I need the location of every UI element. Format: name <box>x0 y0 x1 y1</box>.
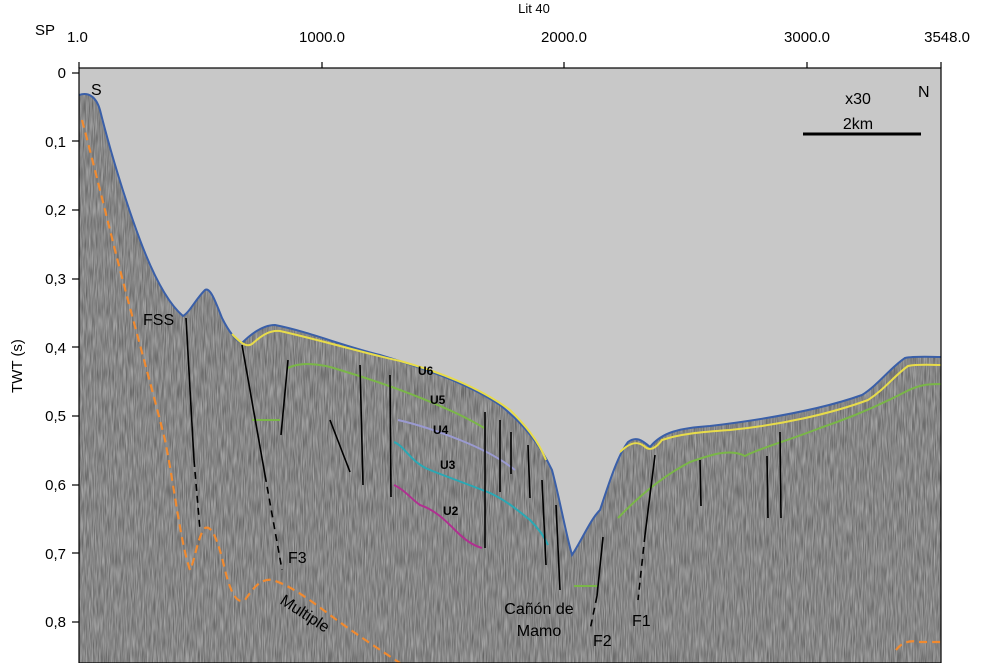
fault-f2 <box>596 536 604 597</box>
profile-title: Lit 40 <box>518 1 550 16</box>
fault-minor <box>541 479 547 566</box>
fault-label-f1: F1 <box>632 613 651 630</box>
unit-labels: U6 U5 U4 U3 U2 <box>418 364 459 518</box>
seafloor-reflector <box>79 93 941 558</box>
fault-f1 <box>644 454 656 536</box>
fault-minor <box>359 364 364 486</box>
seismic-section <box>79 68 941 663</box>
fault-minor <box>699 459 702 507</box>
multiple-reflector <box>80 119 401 663</box>
canyon-label-line2: Mamo <box>517 623 562 640</box>
fault-f3-inferred <box>264 474 283 571</box>
y-tick-label: 0,5 <box>45 408 66 425</box>
fault-label-f2: F2 <box>593 633 612 650</box>
plot-frame <box>78 67 942 663</box>
sp-axis-ticks: 1.0 1000.0 2000.0 3000.0 3548.0 <box>67 29 970 46</box>
fault-f2-inferred <box>589 595 598 631</box>
fault-lines <box>185 317 782 631</box>
sp-axis-label: SP <box>35 22 55 39</box>
unit-label-u5: U5 <box>430 393 446 407</box>
y-tick-label: 0,1 <box>45 134 66 151</box>
fault-minor <box>527 444 531 499</box>
fault-minor <box>329 419 351 473</box>
canyon-label-line1: Cañón de <box>504 601 573 618</box>
scale-bar-label: 2km <box>843 116 873 133</box>
fault-minor <box>389 374 392 498</box>
fault-minor <box>280 359 289 436</box>
y-tick-label: 0,2 <box>45 202 66 219</box>
fault-f3 <box>241 344 266 476</box>
y-tick-marks <box>72 72 79 623</box>
fault-labels: FSS F3 F2 F1 <box>143 312 651 650</box>
u5-reflector <box>287 363 485 429</box>
vertical-exaggeration-label: x30 <box>845 91 871 108</box>
sp-tick-label: 3548.0 <box>924 29 970 46</box>
fault-minor <box>766 455 769 519</box>
u2-reflector <box>393 484 483 549</box>
sp-tick-label: 2000.0 <box>541 29 587 46</box>
fault-minor <box>555 504 561 591</box>
south-label: S <box>91 82 102 99</box>
multiple-reflector-north <box>895 640 941 651</box>
u6-reflector <box>231 329 547 461</box>
fault-label-fss: FSS <box>143 312 174 329</box>
y-tick-label: 0,4 <box>45 340 66 357</box>
y-axis-ticks: 0 0,1 0,2 0,3 0,4 0,5 0,6 0,7 0,8 <box>45 65 66 631</box>
north-label: N <box>918 84 930 101</box>
y-tick-label: 0,6 <box>45 477 66 494</box>
u6-reflector-north <box>619 363 941 453</box>
sp-tick-label: 1000.0 <box>299 29 345 46</box>
u5-reflector-north <box>617 383 941 519</box>
sp-tick-marks <box>78 62 942 68</box>
fault-minor <box>779 431 782 519</box>
fault-fss <box>185 317 195 461</box>
water-column <box>79 68 941 555</box>
fault-f1-inferred <box>637 534 646 601</box>
y-tick-label: 0,7 <box>45 546 66 563</box>
sp-tick-label: 3000.0 <box>784 29 830 46</box>
unit-label-u2: U2 <box>443 504 459 518</box>
sp-tick-label: 1.0 <box>67 29 88 46</box>
y-axis-label: TWT (s) <box>9 339 26 393</box>
unit-label-u4: U4 <box>433 423 449 437</box>
y-tick-label: 0,3 <box>45 271 66 288</box>
u3-reflector <box>393 441 549 546</box>
y-tick-label: 0,8 <box>45 614 66 631</box>
y-tick-label: 0 <box>58 65 66 82</box>
unit-label-u3: U3 <box>440 458 456 472</box>
fault-label-f3: F3 <box>288 550 307 567</box>
unit-label-u6: U6 <box>418 364 434 378</box>
